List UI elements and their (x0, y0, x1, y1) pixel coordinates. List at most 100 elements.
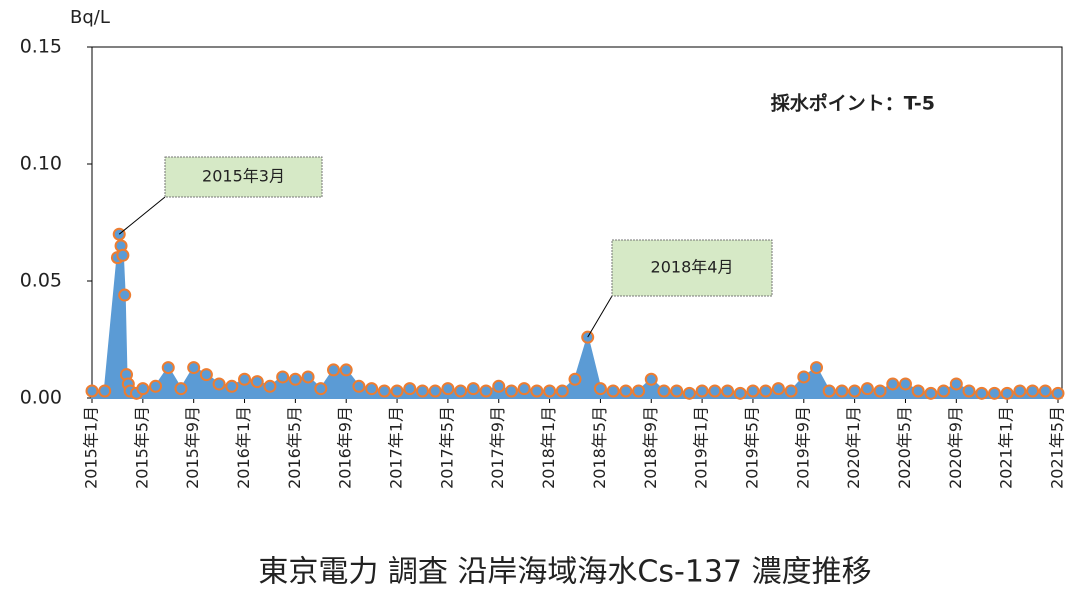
marker (365, 382, 379, 396)
marker (1000, 386, 1014, 400)
x-tick-label: 2016年5月 (285, 406, 304, 489)
marker (937, 384, 951, 398)
y-tick-label: 0.05 (20, 270, 62, 292)
callout-line (587, 295, 613, 338)
marker (708, 384, 722, 398)
marker (225, 379, 239, 393)
marker (593, 382, 607, 396)
marker (441, 382, 455, 396)
marker (682, 386, 696, 400)
marker (390, 384, 404, 398)
marker (415, 384, 429, 398)
marker (784, 384, 798, 398)
marker (276, 370, 290, 384)
y-tick-label: 0.00 (20, 387, 62, 409)
callout-box (164, 156, 323, 198)
marker (403, 382, 417, 396)
marker (161, 361, 175, 375)
marker (568, 372, 582, 386)
marker (238, 372, 252, 386)
marker (771, 382, 785, 396)
marker (810, 361, 823, 375)
callout-text: 2015年3月 (202, 167, 285, 186)
marker (504, 384, 518, 398)
x-tick-label: 2018年1月 (539, 406, 558, 489)
marker (797, 370, 811, 384)
marker (1026, 384, 1040, 398)
marker (517, 382, 531, 396)
marker (212, 377, 226, 391)
x-tick-label: 2020年5月 (895, 406, 914, 489)
y-axis-label: Bq/L (70, 7, 110, 28)
x-tick-label: 2020年1月 (844, 406, 863, 489)
x-tick-label: 2018年5月 (590, 406, 609, 489)
x-tick-label: 2019年1月 (692, 406, 711, 489)
marker (466, 382, 480, 396)
marker (428, 384, 442, 398)
marker (924, 386, 938, 400)
marker (314, 382, 328, 396)
marker (377, 384, 391, 398)
x-tick-label: 2016年1月 (234, 406, 253, 489)
marker (644, 372, 658, 386)
marker (1051, 386, 1065, 400)
callout-line (118, 196, 166, 235)
marker (962, 384, 976, 398)
marker (301, 370, 315, 384)
y-tick-label: 0.15 (20, 36, 62, 58)
marker (822, 384, 836, 398)
marker (1038, 384, 1052, 398)
marker (352, 379, 366, 393)
x-tick-label: 2019年9月 (793, 406, 812, 489)
x-tick-label: 2017年1月 (387, 406, 406, 489)
marker (479, 384, 493, 398)
marker (250, 375, 264, 389)
callout-box (611, 239, 773, 297)
marker (848, 384, 862, 398)
marker (746, 384, 760, 398)
marker (835, 384, 849, 398)
x-tick-label: 2017年5月 (437, 406, 456, 489)
marker (288, 372, 302, 386)
marker (733, 386, 747, 400)
x-tick-label: 2019年5月 (742, 406, 761, 489)
marker (530, 384, 544, 398)
marker (98, 384, 112, 398)
x-tick-label: 2015年9月 (183, 406, 202, 489)
marker (670, 384, 684, 398)
marker (632, 384, 646, 398)
chart-title: 東京電力 調査 沿岸海域海水Cs-137 濃度推移 (258, 555, 871, 590)
marker (1013, 384, 1027, 398)
marker (187, 361, 201, 375)
x-tick-label: 2021年1月 (997, 406, 1016, 489)
marker (454, 384, 468, 398)
marker (873, 384, 887, 398)
marker (759, 384, 773, 398)
marker (339, 363, 353, 377)
marker (118, 288, 132, 302)
marker (85, 384, 99, 398)
marker (949, 377, 963, 391)
x-tick-label: 2015年1月 (82, 406, 101, 489)
x-tick-label: 2018年9月 (641, 406, 660, 489)
marker (136, 382, 150, 396)
callout-text: 2018年4月 (651, 258, 734, 277)
marker (886, 377, 900, 391)
x-tick-label: 2015年5月 (132, 406, 151, 489)
marker (975, 386, 989, 400)
marker (174, 382, 188, 396)
x-tick-label: 2020年9月 (946, 406, 965, 489)
y-tick-label: 0.10 (20, 153, 62, 175)
marker (695, 384, 709, 398)
x-tick-label: 2016年9月 (336, 406, 355, 489)
x-tick-label: 2017年9月 (488, 406, 507, 489)
marker (555, 384, 569, 398)
marker (606, 384, 620, 398)
x-tick-label: 2021年5月 (1048, 406, 1065, 489)
marker (543, 384, 557, 398)
marker (199, 368, 213, 382)
marker (987, 386, 1001, 400)
marker (898, 377, 912, 391)
point-label: 採水ポイント：T-5 (771, 92, 935, 115)
